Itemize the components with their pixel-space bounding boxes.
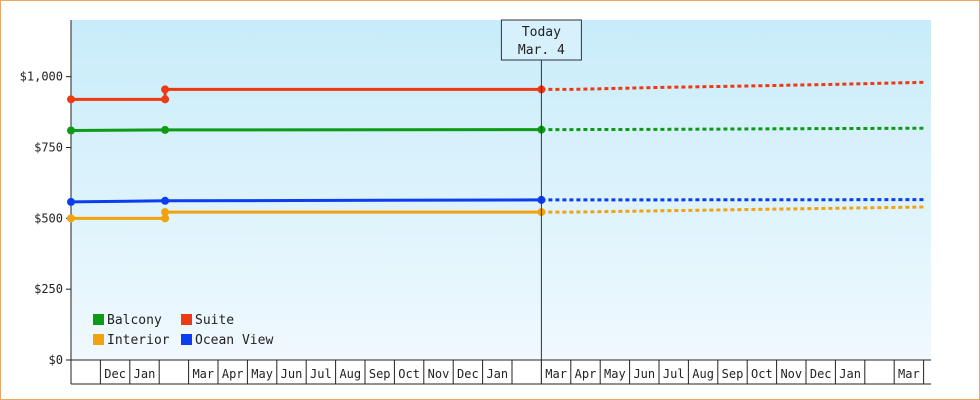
y-tick-label: $250: [34, 282, 63, 296]
x-tick-label: Jan: [486, 367, 508, 381]
data-point-suite: [161, 95, 170, 104]
x-tick-label: Jun: [281, 367, 303, 381]
data-point-ocean-view: [161, 196, 170, 205]
x-tick-label: Aug: [692, 367, 714, 381]
legend-label-interior: Interior: [107, 333, 170, 348]
legend-label-balcony: Balcony: [107, 313, 162, 328]
forecast-line-interior: [541, 205, 924, 214]
forecast-line-suite: [541, 80, 924, 91]
data-point-suite: [67, 95, 75, 104]
x-tick-label: Jul: [663, 367, 685, 381]
data-point-ocean-view: [67, 197, 75, 206]
x-tick-label: Jul: [310, 367, 332, 381]
x-tick-label: Nov: [780, 367, 802, 381]
legend-label-ocean-view: Ocean View: [195, 333, 273, 348]
x-tick-label: Jan: [134, 367, 156, 381]
data-point-interior: [67, 214, 75, 223]
x-tick-label: Aug: [339, 367, 361, 381]
legend-swatch-ocean-view: [181, 334, 192, 345]
plot-area: [71, 20, 931, 360]
x-tick-label: Jan: [839, 367, 861, 381]
legend-swatch-balcony: [93, 314, 104, 325]
x-tick-label: Sep: [722, 367, 744, 381]
x-tick-label: Apr: [575, 367, 597, 381]
y-tick-label: $1,000: [20, 70, 63, 84]
y-tick-label: $0: [49, 353, 63, 367]
data-point-suite: [161, 85, 170, 94]
x-tick-label: Mar: [192, 367, 214, 381]
x-tick-label: May: [251, 367, 273, 381]
x-tick-label: Sep: [369, 367, 391, 381]
legend-swatch-suite: [181, 314, 192, 325]
x-tick-label: Dec: [457, 367, 479, 381]
data-point-balcony: [67, 126, 75, 135]
data-point-interior: [161, 214, 170, 223]
x-tick-label: Dec: [104, 367, 126, 381]
legend-label-suite: Suite: [195, 313, 234, 328]
x-tick-label: Dec: [810, 367, 832, 381]
today-label-line1: Today: [522, 25, 561, 40]
series-line-balcony: [70, 128, 542, 132]
today-label-line2: Mar. 4: [518, 43, 565, 58]
x-tick-label: Apr: [222, 367, 244, 381]
x-tick-label: Oct: [398, 367, 420, 381]
y-tick-label: $750: [34, 141, 63, 155]
x-tick-label: Jun: [633, 367, 655, 381]
y-tick-label: $500: [34, 211, 63, 225]
x-tick-label: Oct: [751, 367, 773, 381]
x-tick-label: Nov: [428, 367, 450, 381]
data-point-balcony: [161, 125, 170, 134]
x-tick-label: Mar: [545, 367, 567, 381]
legend-swatch-interior: [93, 334, 104, 345]
series-line-suite: [71, 87, 542, 101]
today-label-box: [500, 19, 582, 61]
data-point-interior: [161, 208, 170, 217]
x-tick-label: Mar: [898, 367, 920, 381]
forecast-line-balcony: [541, 126, 924, 132]
x-tick-label: May: [604, 367, 626, 381]
